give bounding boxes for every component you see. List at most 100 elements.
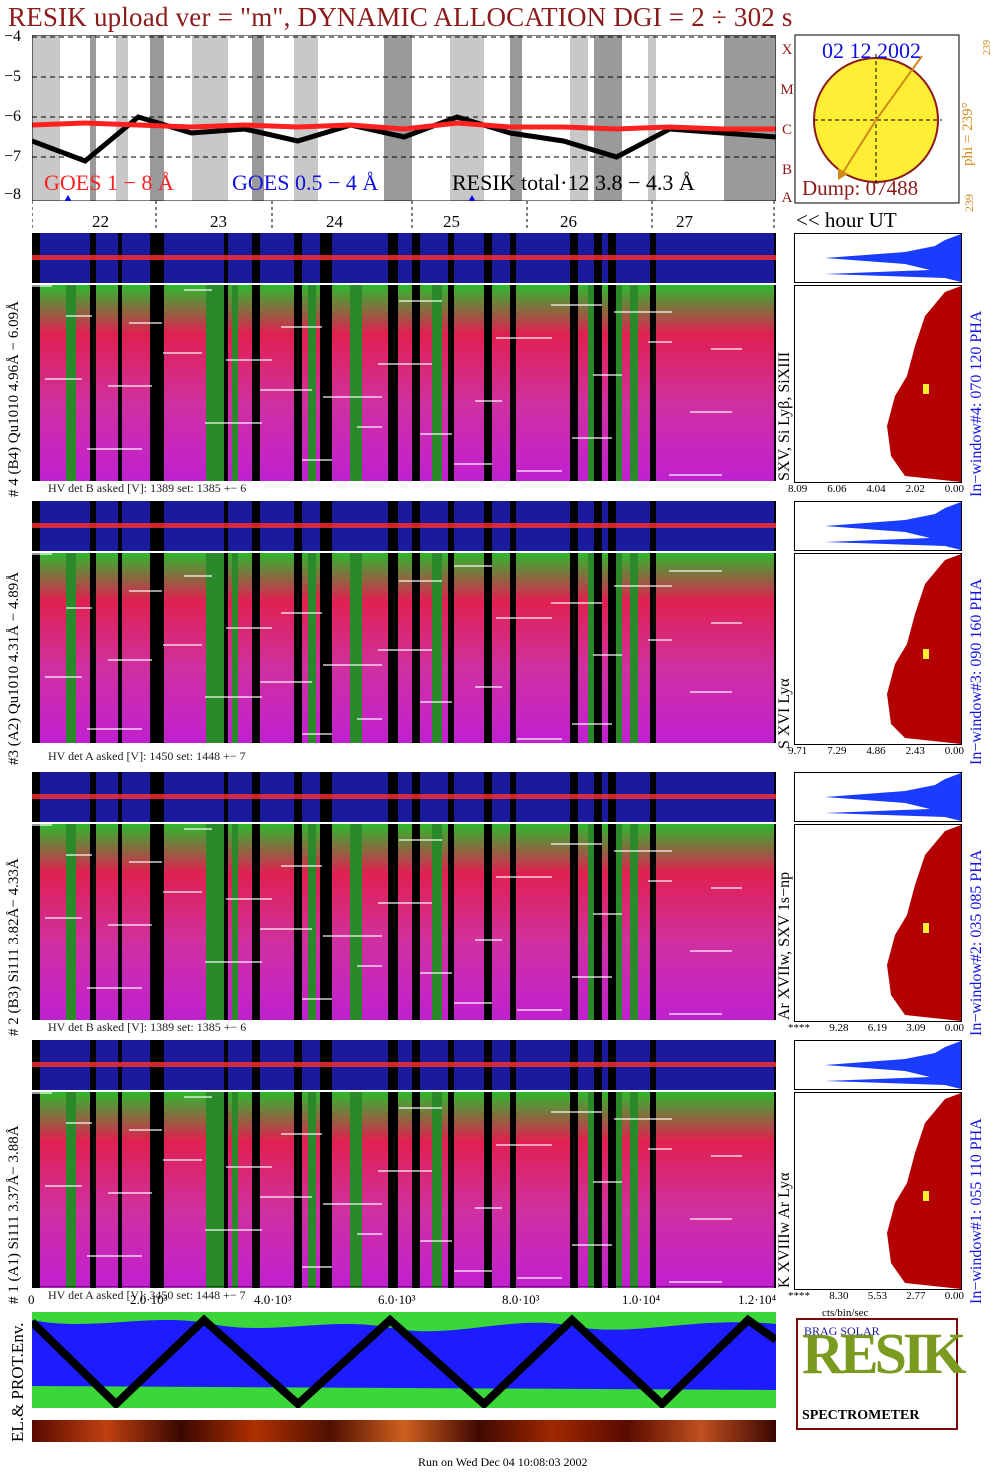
- spectrogram-panel-3: [32, 553, 776, 743]
- legend-resik-total: RESIK total·12 3.8 − 4.3 Å: [452, 170, 695, 195]
- hist-tick: 6.19: [867, 1022, 887, 1034]
- window-label-3: In−window#3: 090 160 PHA: [968, 578, 985, 765]
- panel-ylabel-3: #3 (A2) Qu1010 4.31Å − 4.89Å: [6, 571, 22, 765]
- y-tick: −5: [4, 68, 22, 85]
- hour-label: 25: [443, 212, 460, 231]
- flare-marker-icon: [64, 195, 72, 201]
- pha-sparkline-2: [32, 772, 776, 822]
- logo-spectrometer: SPECTROMETER: [802, 1408, 920, 1423]
- hist-tick: 0.00: [944, 745, 964, 757]
- hist-ticks-2: **** 9.28 6.19 3.09 0.00: [788, 1022, 964, 1034]
- environment-strip: [32, 1420, 776, 1442]
- phi-bottom: 239: [962, 194, 976, 212]
- hist-ticks-4: 8.09 6.06 4.04 2.02 0.00: [788, 483, 964, 495]
- panel-ylabel-4: # 4 (B4) Qu1010 4.96Å − 6.09Å: [6, 301, 22, 497]
- hist-ticks-1: **** 8.30 5.53 2.77 0.00: [788, 1290, 964, 1302]
- y-tick: −6: [4, 108, 22, 125]
- window-label-4: In−window#4: 070 120 PHA: [968, 310, 985, 497]
- pha-sparkline-1: [32, 1040, 776, 1090]
- hv-status-3: HV det A asked [V]: 1450 set: 1448 +− 7: [48, 749, 246, 763]
- x-tick: 1.0·10⁴: [622, 1292, 661, 1307]
- night-band: [594, 35, 622, 201]
- pha-histogram-4: [794, 233, 962, 283]
- class-a-label: A: [781, 190, 793, 206]
- pha-sparkline-4: [32, 233, 776, 283]
- night-band: [384, 35, 412, 201]
- logo-small-text: BRAG SOLAR: [804, 1324, 880, 1338]
- night-band: [32, 35, 60, 201]
- window-label-2: In−window#2: 035 085 PHA: [968, 849, 985, 1036]
- hour-label: 22: [92, 212, 109, 231]
- spectrogram-panel-2: [32, 824, 776, 1020]
- flare-class-scale: X M C B A: [780, 30, 794, 206]
- spectrum-profile-3: [794, 553, 962, 745]
- env-label: EL.& PROT.Env.: [8, 1322, 27, 1442]
- x-tick: 4.0·10³: [254, 1292, 292, 1307]
- hour-label: 27: [676, 212, 693, 231]
- hist-tick: 8.09: [788, 483, 808, 495]
- legend-goes-1-8: GOES 1 − 8 Å: [44, 170, 174, 195]
- hist-tick: 9.28: [829, 1022, 849, 1034]
- class-b-label: B: [781, 162, 792, 178]
- direction-arrow-icon: [838, 168, 848, 180]
- x-tick: 0: [28, 1292, 35, 1307]
- dump-number: Dump: 07488: [802, 176, 919, 200]
- hist-tick: 7.29: [827, 745, 847, 757]
- legend-goes-0-5-4: GOES 0.5 − 4 Å: [232, 170, 379, 195]
- hist-tick: ****: [788, 1290, 810, 1302]
- page-title: RESIK upload ver = "m", DYNAMIC ALLOCATI…: [8, 2, 793, 32]
- grid-lines: [32, 36, 776, 158]
- spectrum-profile-2: [794, 824, 962, 1022]
- night-band: [90, 35, 96, 201]
- hist-tick: 4.86: [866, 745, 886, 757]
- hist-tick: 2.43: [905, 745, 925, 757]
- logo-word: RESIK: [802, 1321, 967, 1386]
- class-x-label: X: [781, 42, 793, 58]
- hist-ticks-3: 9.71 7.29 4.86 2.43 0.00: [788, 745, 964, 757]
- hist-tick: 5.53: [867, 1290, 887, 1302]
- spectrogram-panel-1: [32, 1092, 776, 1288]
- panel-ylabel-1: # 1 (A1) Si111 3.37Å− 3.88Å: [6, 1125, 22, 1304]
- hour-label: 26: [560, 212, 577, 231]
- spectrogram-panel-4: [32, 285, 776, 481]
- hour-label: 24: [326, 212, 343, 231]
- line-label-2: Ar XVIIw, SXV 1s−np: [776, 871, 793, 1020]
- phi-label: phi = 239°: [960, 102, 976, 166]
- x-tick: 1.2·10⁴: [738, 1292, 777, 1307]
- orbit-track: [32, 1314, 776, 1408]
- spectrum-profile-1: [794, 1092, 962, 1290]
- pha-histogram-1: [794, 1040, 962, 1090]
- flare-marker-icon: [468, 195, 476, 201]
- pha-histogram-2: [794, 772, 962, 822]
- hour-unit-label: << hour UT: [796, 208, 897, 232]
- particle-environment-plot: [32, 1312, 776, 1408]
- night-band: [648, 35, 656, 201]
- resik-total-series: [32, 114, 776, 164]
- hist-tick: 0.00: [944, 483, 964, 495]
- hist-tick: 8.30: [829, 1290, 849, 1302]
- sun-disk-plot: [794, 34, 960, 204]
- hist-tick: 0.00: [944, 1290, 964, 1302]
- hour-label: 23: [210, 212, 227, 231]
- line-label-3: S XVI Lyα: [776, 678, 793, 749]
- hist-tick: 4.04: [866, 483, 886, 495]
- y-tick: −7: [4, 148, 22, 165]
- goes-1-8-series: [32, 120, 776, 132]
- hist-tick: 9.71: [788, 745, 808, 757]
- line-label-4: SXV, Si Lyβ, SiXIII: [776, 351, 793, 481]
- pha-sparkline-3: [32, 501, 776, 551]
- resik-logo: RESIK BRAG SOLAR SPECTROMETER: [796, 1318, 967, 1430]
- hour-axis: [32, 201, 775, 231]
- y-tick: −8: [4, 186, 22, 203]
- pha-histogram-3: [794, 501, 962, 551]
- x-tick: 6.0·10³: [378, 1292, 416, 1307]
- hist-tick: ****: [788, 1022, 810, 1034]
- hist-tick: 2.02: [905, 483, 925, 495]
- hv-status-1: HV det A asked [V]: 3450 set: 1448 +− 7: [48, 1288, 246, 1302]
- hist-tick: 3.09: [906, 1022, 926, 1034]
- sun-date: 02 12 2002: [822, 38, 921, 63]
- class-m-label: M: [780, 82, 794, 98]
- night-band: [192, 35, 228, 201]
- hist-unit: cts/bin/sec: [822, 1307, 869, 1319]
- hist-tick: 6.06: [827, 483, 847, 495]
